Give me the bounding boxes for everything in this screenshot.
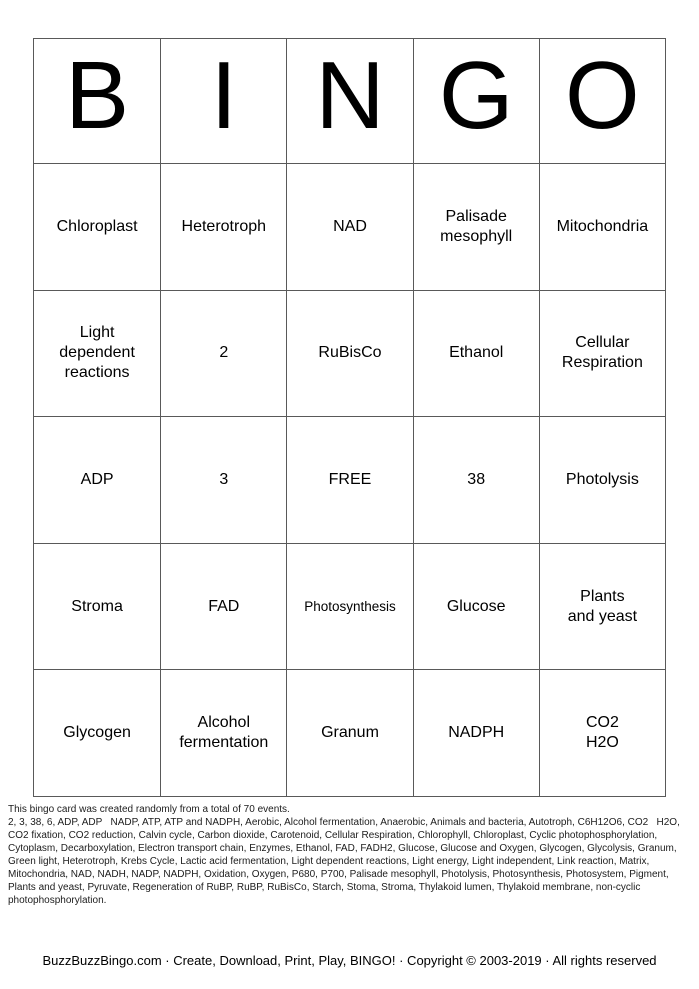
- bingo-letter-b: B: [65, 42, 130, 149]
- bingo-letter-g: G: [412, 39, 539, 163]
- bingo-cell-r2c4[interactable]: Ethanol: [412, 289, 539, 417]
- bingo-cell-r5c5[interactable]: CO2 H2O: [538, 669, 665, 796]
- bingo-cell-free[interactable]: FREE: [286, 416, 413, 543]
- bingo-cell-r5c2[interactable]: Alcohol fermentation: [160, 669, 287, 796]
- bingo-cell-r1c2[interactable]: Heterotroph: [160, 163, 287, 290]
- bingo-cell-r5c3[interactable]: Granum: [286, 669, 413, 796]
- bingo-cell-r4c5[interactable]: Plants and yeast: [538, 542, 665, 670]
- bingo-card: B I N G O Chloroplast Heterotroph NAD Pa…: [33, 38, 666, 797]
- bingo-cell-r2c2[interactable]: 2: [160, 289, 287, 417]
- card-creation-note: This bingo card was created randomly fro…: [8, 804, 290, 815]
- card-info-block: This bingo card was created randomly fro…: [8, 803, 696, 907]
- bingo-cell-r1c1[interactable]: Chloroplast: [34, 163, 161, 290]
- bingo-cell-r5c1[interactable]: Glycogen: [34, 669, 161, 796]
- bingo-cell-r1c4[interactable]: Palisade mesophyll: [412, 163, 539, 290]
- copyright-line: BuzzBuzzBingo.com · Create, Download, Pr…: [42, 953, 657, 968]
- bingo-cell-r1c3[interactable]: NAD: [286, 163, 413, 290]
- bingo-cell-r2c3[interactable]: RuBisCo: [286, 289, 413, 417]
- bingo-cell-r4c1[interactable]: Stroma: [34, 542, 161, 670]
- bingo-letter-n: N: [286, 39, 412, 163]
- bingo-cell-r2c1[interactable]: Light dependent reactions: [34, 289, 161, 417]
- bingo-letter-o: O: [538, 39, 665, 163]
- bingo-cell-r4c2[interactable]: FAD: [160, 542, 287, 670]
- bingo-cell-r2c5[interactable]: Cellular Respiration: [538, 289, 665, 417]
- bingo-cell-r1c5[interactable]: Mitochondria: [538, 163, 665, 290]
- bingo-cell-r3c5[interactable]: Photolysis: [538, 416, 665, 543]
- events-list: 2, 3, 38, 6, ADP, ADP NADP, ATP, ATP and…: [8, 817, 683, 906]
- bingo-cell-r3c4[interactable]: 38: [412, 416, 539, 543]
- bingo-letter-i: I: [160, 39, 286, 163]
- bingo-cell-r4c4[interactable]: Glucose: [412, 542, 539, 670]
- bingo-cell-r4c3[interactable]: Photosynthesis: [286, 542, 413, 670]
- bingo-cell-r3c2[interactable]: 3: [160, 416, 287, 543]
- bingo-cell-r3c1[interactable]: ADP: [34, 416, 161, 543]
- bingo-cell-r5c4[interactable]: NADPH: [412, 669, 539, 796]
